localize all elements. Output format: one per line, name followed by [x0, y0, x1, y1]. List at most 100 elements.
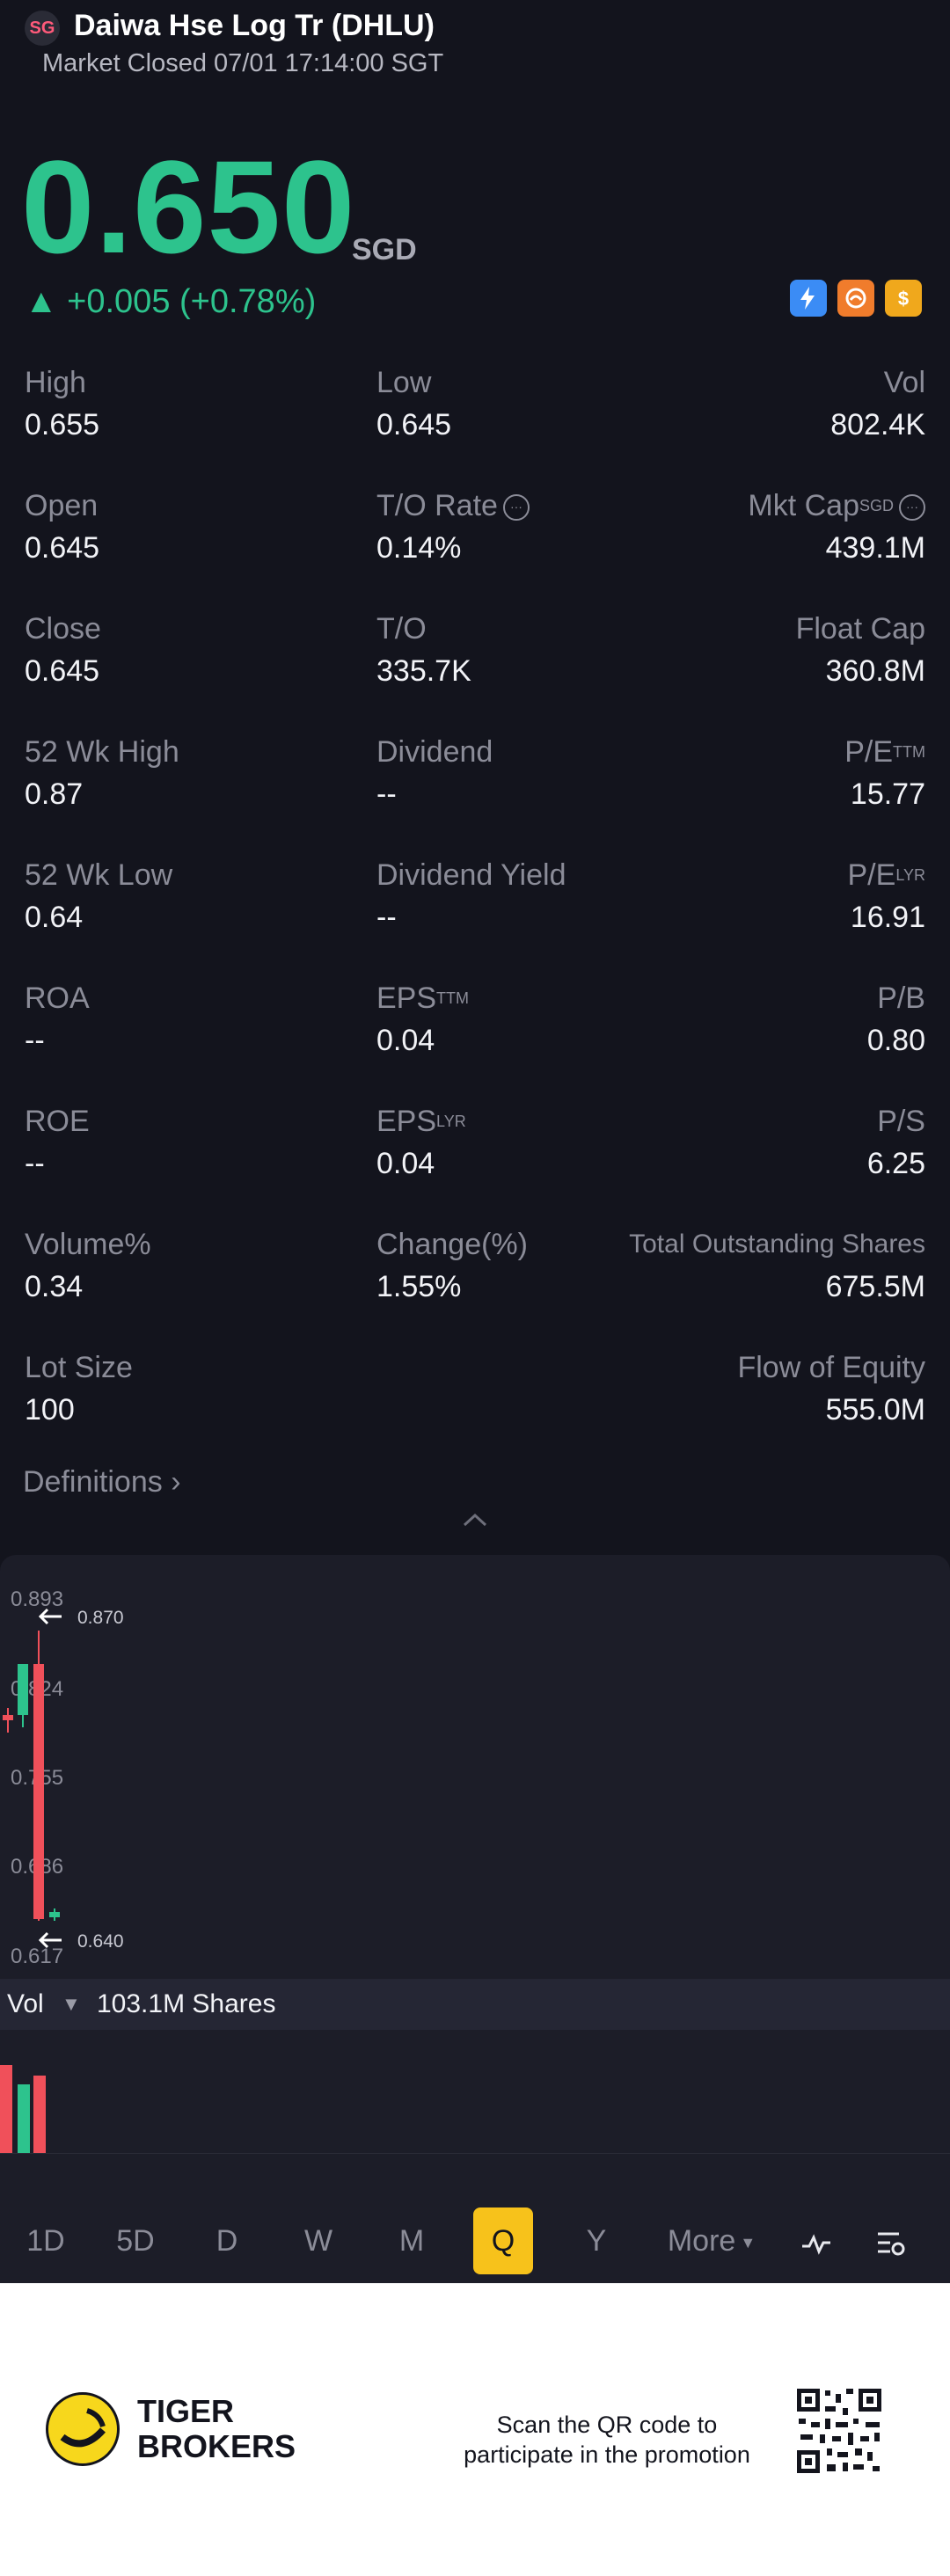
stat-label: T/O Rate: [376, 489, 498, 522]
stat-label-wrap: P/ELYR: [711, 853, 926, 897]
stat-label: T/O: [376, 612, 427, 646]
tab-d[interactable]: D: [216, 2224, 238, 2258]
stat-label: Close: [25, 612, 101, 646]
stat-value: --: [25, 1147, 45, 1180]
stat-value: 0.80: [866, 1024, 925, 1057]
stat-label: Lot Size: [25, 1351, 133, 1384]
tab-m[interactable]: M: [398, 2224, 425, 2258]
market-status: Market Closed 07/01 17:14:00 SGT: [42, 49, 444, 77]
caret-down-icon: ▼: [735, 2234, 756, 2252]
definitions-link[interactable]: Definitions ›: [23, 1465, 181, 1500]
more-info-icon[interactable]: ···: [899, 494, 925, 522]
volume-chart: [0, 2065, 46, 2153]
last-price: 0.650: [21, 133, 356, 281]
price-change: ▲ +0.005 (+0.78%): [25, 283, 317, 320]
stat-value: 100: [25, 1393, 75, 1427]
candlestick-chart[interactable]: 0.893 0.824 0.755 0.686 0.617 0.870 0.64…: [0, 1576, 950, 1989]
stat-label: Low: [376, 366, 432, 399]
stat-value: --: [25, 1024, 45, 1057]
tab-q[interactable]: Q: [473, 2207, 533, 2274]
more-info-icon[interactable]: ···: [502, 494, 530, 522]
tab-y[interactable]: Y: [586, 2224, 607, 2258]
stat-label: Mkt Cap: [748, 489, 859, 522]
caret-down-icon[interactable]: ▼: [62, 1993, 81, 2015]
volume-header-bar: [0, 1979, 950, 2030]
low-marker-label: 0.640: [77, 1931, 124, 1952]
stat-value: [376, 1390, 711, 1430]
stat-label: Change(%): [376, 1228, 528, 1261]
volume-bar: [0, 2065, 12, 2153]
chevron-right-icon: ›: [171, 1465, 181, 1499]
stat-label-wrap: EPSTTM: [376, 976, 711, 1020]
high-marker-label: 0.870: [77, 1608, 124, 1628]
stat-value: 555.0M: [825, 1393, 925, 1427]
stats-row: 52 Wk High 0.87 Dividend -- P/ETTM 15.77: [25, 730, 925, 853]
stat-value: 15.77: [850, 777, 925, 811]
promo-line2: participate in the promotion: [464, 2441, 750, 2468]
price-currency: SGD: [352, 233, 417, 266]
chevron-up-icon[interactable]: [461, 1506, 489, 1536]
stat-value: 6.25: [866, 1147, 925, 1180]
stat-label-wrap: EPSLYR: [376, 1099, 711, 1143]
stat-label: ROE: [25, 1105, 90, 1138]
tab-w[interactable]: W: [303, 2224, 333, 2258]
stat-label: Dividend: [376, 735, 493, 769]
stat-label-wrap: P/ETTM: [711, 730, 925, 774]
y-tick-label: 0.617: [11, 1945, 63, 1968]
promo-text: Scan the QR code to participate in the p…: [440, 2410, 774, 2470]
stat-label: P/E: [847, 858, 896, 892]
feature-badges: $: [790, 280, 922, 317]
stat-label: ROA: [25, 982, 90, 1015]
stats-row: ROE -- EPSLYR 0.04 P/S 6.25: [25, 1099, 925, 1222]
stat-value: 802.4K: [830, 408, 925, 441]
stat-value: 0.64: [25, 901, 84, 934]
market-flag-badge: SG: [25, 11, 60, 46]
stat-value: 16.91: [850, 901, 925, 934]
stock-title: Daiwa Hse Log Tr (DHLU): [74, 9, 435, 42]
volume-indicator-select[interactable]: Vol: [7, 1989, 44, 2018]
stat-value: 0.04: [376, 1147, 435, 1180]
definitions-label: Definitions: [23, 1465, 163, 1499]
stat-value: --: [376, 777, 397, 811]
stats-row: Volume% 0.34 Change(%) 1.55% Total Outstan…: [25, 1222, 925, 1346]
candle-body: [18, 1664, 28, 1715]
stat-value: 1.55%: [376, 1270, 462, 1303]
stat-value: 675.5M: [825, 1270, 925, 1303]
stat-label: Dividend Yield: [376, 858, 566, 892]
stat-value: 0.87: [25, 777, 84, 811]
brand-name: TIGER BROKERS: [137, 2394, 296, 2464]
stat-value: 0.645: [25, 654, 100, 688]
brand-line2: BROKERS: [137, 2428, 296, 2464]
stat-label-sup: TTM: [893, 743, 925, 761]
stat-label-sup: LYR: [895, 866, 925, 884]
candle-body: [3, 1715, 13, 1720]
tab-5d[interactable]: 5D: [116, 2224, 155, 2258]
stats-row: High 0.655 Low 0.645 Vol 802.4K: [25, 361, 925, 484]
qr-code-icon: [795, 2387, 883, 2475]
stat-value: 0.645: [25, 531, 100, 565]
stats-row: 52 Wk Low 0.64 Dividend Yield -- P/ELYR 16.…: [25, 853, 925, 976]
stat-value: 360.8M: [825, 654, 925, 688]
indicator-icon[interactable]: [797, 2207, 836, 2274]
promo-line1: Scan the QR code to: [496, 2412, 718, 2438]
stat-label: Float Cap: [795, 612, 925, 646]
lightning-1-icon[interactable]: [790, 280, 827, 317]
stat-label-sup: SGD: [859, 497, 894, 514]
stat-label: Flow of Equity: [737, 1351, 925, 1384]
fire-icon[interactable]: [837, 280, 874, 317]
arrow-left-icon: [38, 1608, 62, 1625]
stat-value: 0.34: [25, 1270, 84, 1303]
chart-settings-icon[interactable]: [871, 2207, 910, 2274]
tab-more[interactable]: More ▼: [663, 2207, 760, 2274]
stat-label: Vol: [883, 366, 925, 399]
stat-label: EPS: [376, 982, 437, 1015]
stat-label: P/S: [877, 1105, 925, 1138]
volume-bar: [18, 2084, 30, 2153]
tab-1d[interactable]: 1D: [26, 2224, 65, 2258]
stat-label: High: [25, 366, 86, 399]
stat-value: 0.14%: [376, 531, 462, 565]
dollar-icon[interactable]: $: [885, 280, 922, 317]
stats-row: ROA -- EPSTTM 0.04 P/B 0.80: [25, 976, 925, 1099]
stat-label: 52 Wk High: [25, 735, 179, 769]
promo-footer: [0, 2283, 950, 2576]
